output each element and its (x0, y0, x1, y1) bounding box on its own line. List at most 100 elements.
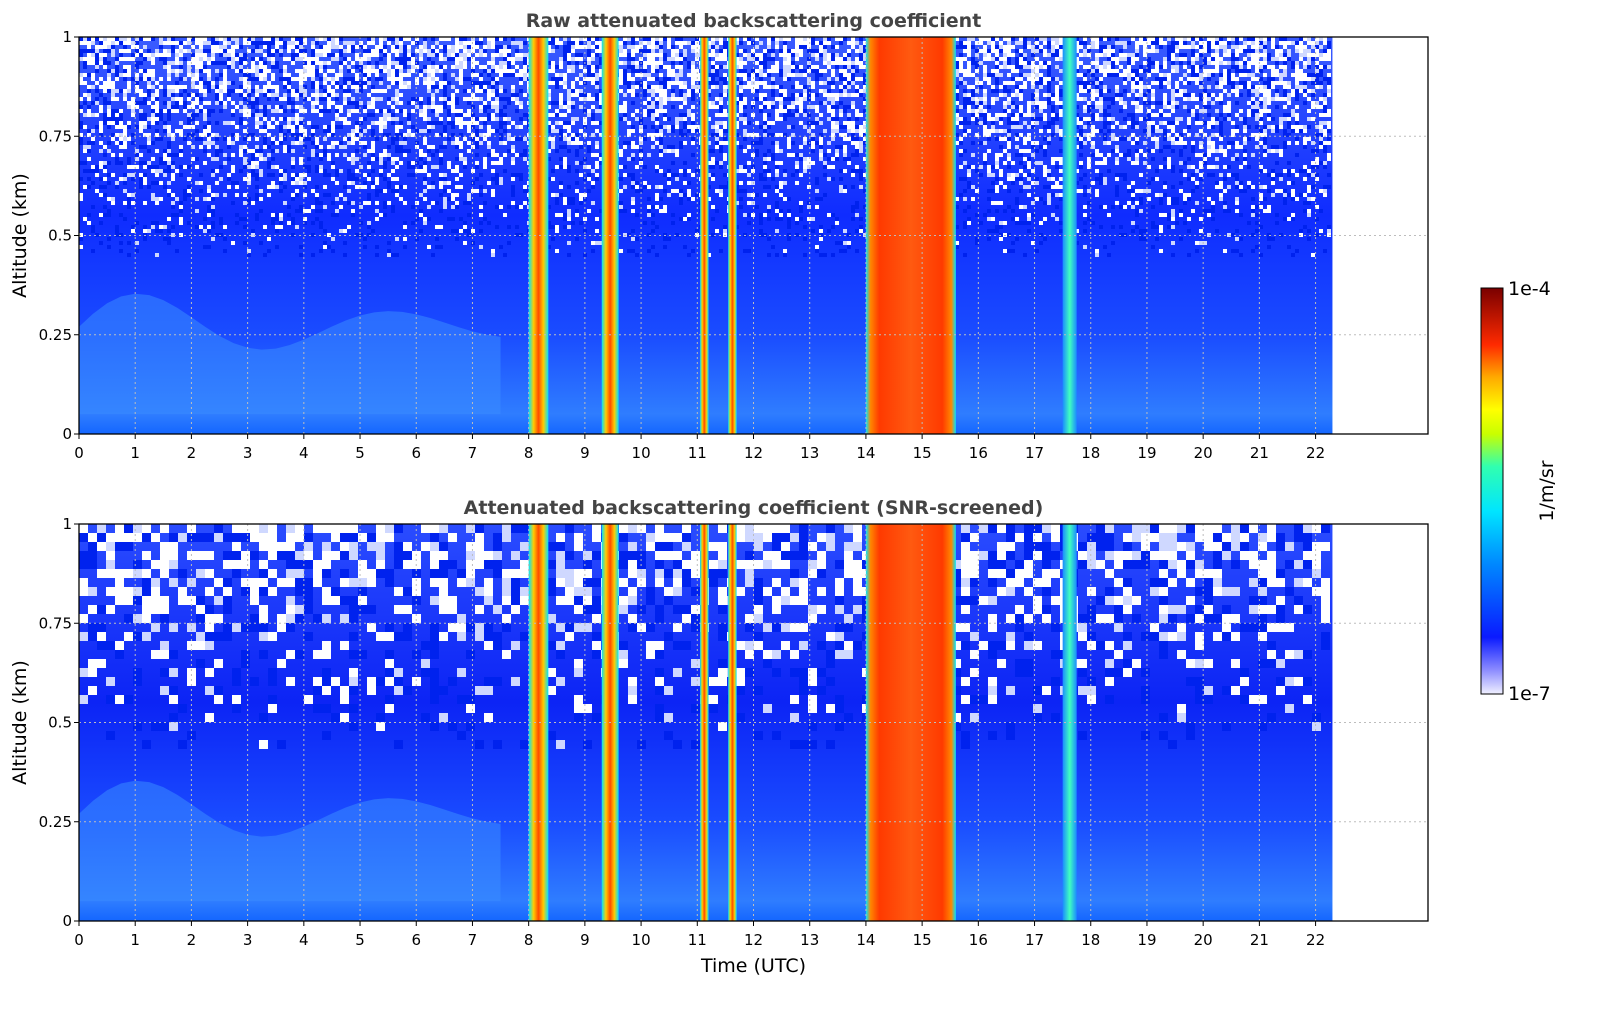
noise-cell (183, 105, 187, 109)
noise-cell (223, 81, 227, 85)
noise-cell (163, 125, 167, 129)
noise-cell (787, 109, 791, 113)
noise-cell (151, 109, 155, 113)
noise-cell (255, 73, 259, 77)
noise-cell (767, 185, 771, 189)
noise-cell (623, 185, 627, 189)
noise-cell (355, 129, 359, 133)
noise-cell (711, 73, 715, 77)
noise-cell (199, 53, 203, 57)
noise-cell (655, 117, 659, 121)
noise-cell (775, 109, 779, 113)
noise-cell (335, 213, 339, 217)
noise-cell (835, 221, 839, 225)
noise-cell (395, 125, 399, 129)
noise-cell (819, 49, 823, 53)
noise-cell (215, 181, 219, 185)
noise-cell (787, 37, 791, 41)
noise-cell (383, 133, 387, 137)
noise-cell (779, 53, 783, 57)
noise-cell (155, 201, 159, 205)
noise-cell (483, 45, 487, 49)
noise-cell (851, 101, 855, 105)
noise-cell (331, 77, 335, 81)
noise-cell (159, 57, 163, 61)
noise-cell (243, 69, 247, 73)
noise-cell (655, 69, 659, 73)
noise-cell (451, 45, 455, 49)
noise-cell (851, 41, 855, 45)
noise-cell (651, 53, 655, 57)
noise-cell (99, 185, 103, 189)
noise-cell (291, 37, 295, 41)
noise-cell (319, 93, 323, 97)
noise-cell (263, 145, 267, 149)
noise-cell (851, 105, 855, 109)
noise-cell (287, 57, 291, 61)
noise-cell (707, 117, 711, 121)
noise-cell (855, 129, 859, 133)
noise-cell (831, 69, 835, 73)
noise-cell (455, 97, 459, 101)
noise-cell (671, 105, 675, 109)
noise-cell (439, 81, 443, 85)
noise-cell (419, 193, 423, 197)
noise-cell (495, 181, 499, 185)
noise-cell (815, 181, 819, 185)
noise-cell (671, 93, 675, 97)
noise-cell (187, 113, 191, 117)
noise-cell (303, 49, 307, 53)
noise-cell (367, 201, 371, 205)
noise-cell (267, 37, 271, 41)
noise-cell (495, 177, 499, 181)
noise-cell (327, 97, 331, 101)
noise-cell (199, 45, 203, 49)
noise-cell (551, 113, 555, 117)
noise-cell (411, 97, 415, 101)
noise-cell (295, 77, 299, 81)
noise-cell (847, 137, 851, 141)
noise-cell (347, 49, 351, 53)
noise-cell (183, 109, 187, 113)
noise-cell (399, 145, 403, 149)
noise-cell (423, 129, 427, 133)
noise-cell (635, 81, 639, 85)
noise-cell (107, 245, 111, 249)
noise-cell (207, 85, 211, 89)
noise-cell (863, 73, 867, 77)
noise-cell (347, 101, 351, 105)
noise-cell (447, 137, 451, 141)
noise-cell (275, 141, 279, 145)
noise-cell (195, 41, 199, 45)
noise-cell (127, 73, 131, 77)
noise-cell (243, 201, 247, 205)
noise-cell (579, 145, 583, 149)
noise-cell (863, 137, 867, 141)
noise-cell (619, 61, 623, 65)
noise-cell (807, 157, 811, 161)
noise-cell (355, 77, 359, 81)
noise-cell (311, 189, 315, 193)
noise-cell (371, 121, 375, 125)
noise-cell (847, 81, 851, 85)
noise-cell (447, 181, 451, 185)
noise-cell (175, 249, 179, 253)
noise-cell (251, 169, 255, 173)
noise-cell (147, 165, 151, 169)
noise-cell (427, 101, 431, 105)
noise-cell (571, 221, 575, 225)
noise-cell (735, 41, 739, 45)
noise-cell (291, 117, 295, 121)
noise-cell (655, 61, 659, 65)
noise-cell (619, 69, 623, 73)
noise-cell (843, 93, 847, 97)
noise-cell (87, 145, 91, 149)
noise-cell (827, 61, 831, 65)
noise-cell (795, 57, 799, 61)
noise-cell (479, 133, 483, 137)
noise-cell (171, 45, 175, 49)
noise-cell (123, 181, 127, 185)
noise-cell (491, 65, 495, 69)
noise-cell (811, 81, 815, 85)
noise-cell (775, 173, 779, 177)
